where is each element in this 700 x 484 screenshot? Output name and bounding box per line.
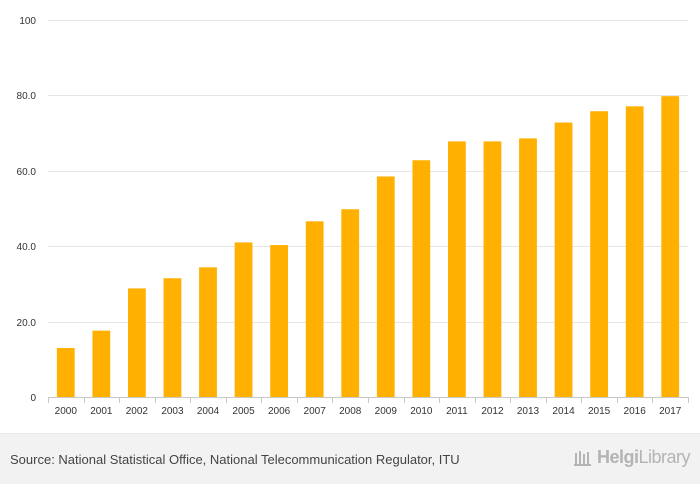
x-tick-label: 2003 xyxy=(161,406,184,417)
library-icon xyxy=(573,450,591,466)
x-tick-label: 2004 xyxy=(197,406,220,417)
x-tick-label: 2014 xyxy=(552,406,575,417)
gridlines xyxy=(48,20,688,323)
y-tick-label: 20.0 xyxy=(17,318,37,329)
y-axis-ticks: 0 20.0 40.0 60.0 80.0 100 xyxy=(17,16,37,404)
brand-logo[interactable]: HelgiLibrary xyxy=(573,447,690,468)
y-tick-label: 60.0 xyxy=(17,167,37,178)
x-tick-label: 2015 xyxy=(588,406,611,417)
brand-name: HelgiLibrary xyxy=(596,447,691,467)
x-tick-label: 2011 xyxy=(446,406,468,417)
bar-2012[interactable] xyxy=(483,141,502,397)
bar-2008[interactable] xyxy=(341,209,360,397)
y-tick-label: 0 xyxy=(30,393,36,404)
x-tick-label: 2013 xyxy=(517,406,540,417)
bar-2007[interactable] xyxy=(305,221,324,397)
bar-2015[interactable] xyxy=(590,111,608,397)
x-tick-label: 2010 xyxy=(410,406,433,417)
x-tick-label: 2008 xyxy=(339,406,362,417)
bar-2010[interactable] xyxy=(412,160,431,397)
bar-2016[interactable] xyxy=(625,106,644,397)
x-tick-label: 2017 xyxy=(659,406,682,417)
footer: Source: National Statistical Office, Nat… xyxy=(0,433,700,484)
bar-2017[interactable] xyxy=(661,96,680,398)
x-tick-label: 2006 xyxy=(268,406,291,417)
bar-2001[interactable] xyxy=(92,330,111,397)
y-tick-label: 40.0 xyxy=(17,242,37,253)
y-tick-label: 80.0 xyxy=(17,91,37,102)
x-tick-label: 2009 xyxy=(375,406,398,417)
bar-2006[interactable] xyxy=(270,245,288,397)
bar-2014[interactable] xyxy=(554,122,573,397)
x-tick-label: 2016 xyxy=(624,406,647,417)
x-tick-label: 2000 xyxy=(55,406,78,417)
x-tick-label: 2001 xyxy=(90,406,113,417)
x-axis-ticks: 2000 2001 2002 2003 2004 2005 2006 2007 2008 2009… xyxy=(48,397,689,417)
bar-2013[interactable] xyxy=(519,138,537,398)
bar-2011[interactable] xyxy=(448,141,466,397)
x-tick-label: 2005 xyxy=(232,406,255,417)
bar-2000[interactable] xyxy=(56,347,75,397)
y-tick-label: 100 xyxy=(19,16,36,27)
bar-2002[interactable] xyxy=(128,288,146,397)
bar-2004[interactable] xyxy=(199,267,217,397)
source-text: Source: National Statistical Office, Nat… xyxy=(10,452,460,467)
bar-2003[interactable] xyxy=(163,278,182,397)
x-tick-label: 2012 xyxy=(481,406,504,417)
bar-2005[interactable] xyxy=(234,242,253,397)
bars xyxy=(56,96,680,398)
x-tick-label: 2007 xyxy=(304,406,327,417)
bar-2009[interactable] xyxy=(376,176,395,397)
x-tick-label: 2002 xyxy=(126,406,149,417)
